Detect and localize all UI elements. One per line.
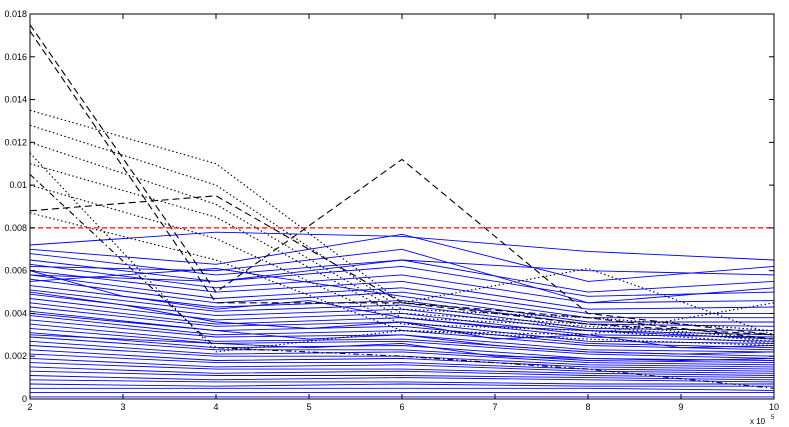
x-tick-label: 4	[213, 402, 218, 412]
series-layer	[29, 24, 775, 398]
y-tick-label: 0.018	[4, 9, 27, 19]
series-line	[30, 387, 775, 391]
x-tick-label: 9	[678, 402, 683, 412]
series-line	[29, 163, 775, 342]
series-line	[29, 231, 775, 261]
series-line	[29, 312, 775, 355]
x-axis: 2 3 4 5 6 7 8 9 10	[27, 14, 779, 412]
series-line	[29, 268, 774, 323]
x-multiplier-exponent: 5	[771, 415, 775, 421]
series-line	[29, 327, 775, 359]
series-line	[29, 248, 775, 304]
series-line	[29, 315, 775, 351]
y-tick-label: 0.004	[4, 308, 27, 318]
series-line	[29, 24, 775, 336]
series-line	[29, 375, 775, 383]
series-line	[29, 379, 774, 385]
series-line	[29, 274, 774, 314]
series-line	[29, 340, 775, 366]
series-line	[29, 310, 775, 349]
series-line	[29, 291, 775, 349]
y-axis: 0 0.002 0.004 0.006 0.008 0.01 0.012 0.014 0.016…	[4, 9, 774, 404]
series-line	[29, 141, 775, 340]
series-line	[29, 353, 775, 372]
series-line	[29, 278, 774, 319]
x-tick-label: 2	[27, 402, 32, 412]
series-line	[29, 233, 775, 282]
x-tick-label: 5	[306, 402, 311, 412]
y-tick-label: 0.002	[4, 351, 27, 361]
x-multiplier-label: x 10	[750, 417, 766, 426]
series-line	[29, 366, 775, 379]
y-tick-label: 0.012	[4, 137, 27, 147]
series-line	[29, 332, 775, 361]
x-tick-label: 6	[399, 402, 404, 412]
y-tick-label: 0.006	[4, 266, 27, 276]
y-tick-label: 0.014	[4, 95, 27, 105]
y-tick-label: 0.008	[4, 223, 27, 233]
y-tick-label: 0.016	[4, 52, 27, 62]
x-tick-label: 3	[120, 402, 125, 412]
series-line	[29, 349, 775, 370]
x-tick-label: 7	[492, 402, 497, 412]
series-line	[29, 293, 775, 336]
series-line	[29, 30, 775, 336]
series-line	[29, 362, 775, 376]
series-line	[29, 298, 775, 338]
series-line	[29, 383, 774, 387]
series-line	[29, 336, 775, 364]
series-line	[29, 334, 775, 361]
series-line	[29, 370, 775, 381]
series-line	[29, 263, 775, 304]
x-tick-label: 10	[769, 402, 779, 412]
x-tick-label: 8	[585, 402, 590, 412]
series-line	[29, 109, 775, 336]
series-line	[29, 345, 775, 368]
series-line	[29, 259, 775, 282]
series-line	[29, 184, 775, 344]
series-line	[29, 195, 775, 340]
series-line	[29, 173, 775, 389]
y-tick-label: 0.01	[9, 180, 27, 190]
y-tick-label: 0	[22, 394, 27, 404]
series-line	[29, 357, 775, 374]
series-line	[29, 259, 775, 297]
